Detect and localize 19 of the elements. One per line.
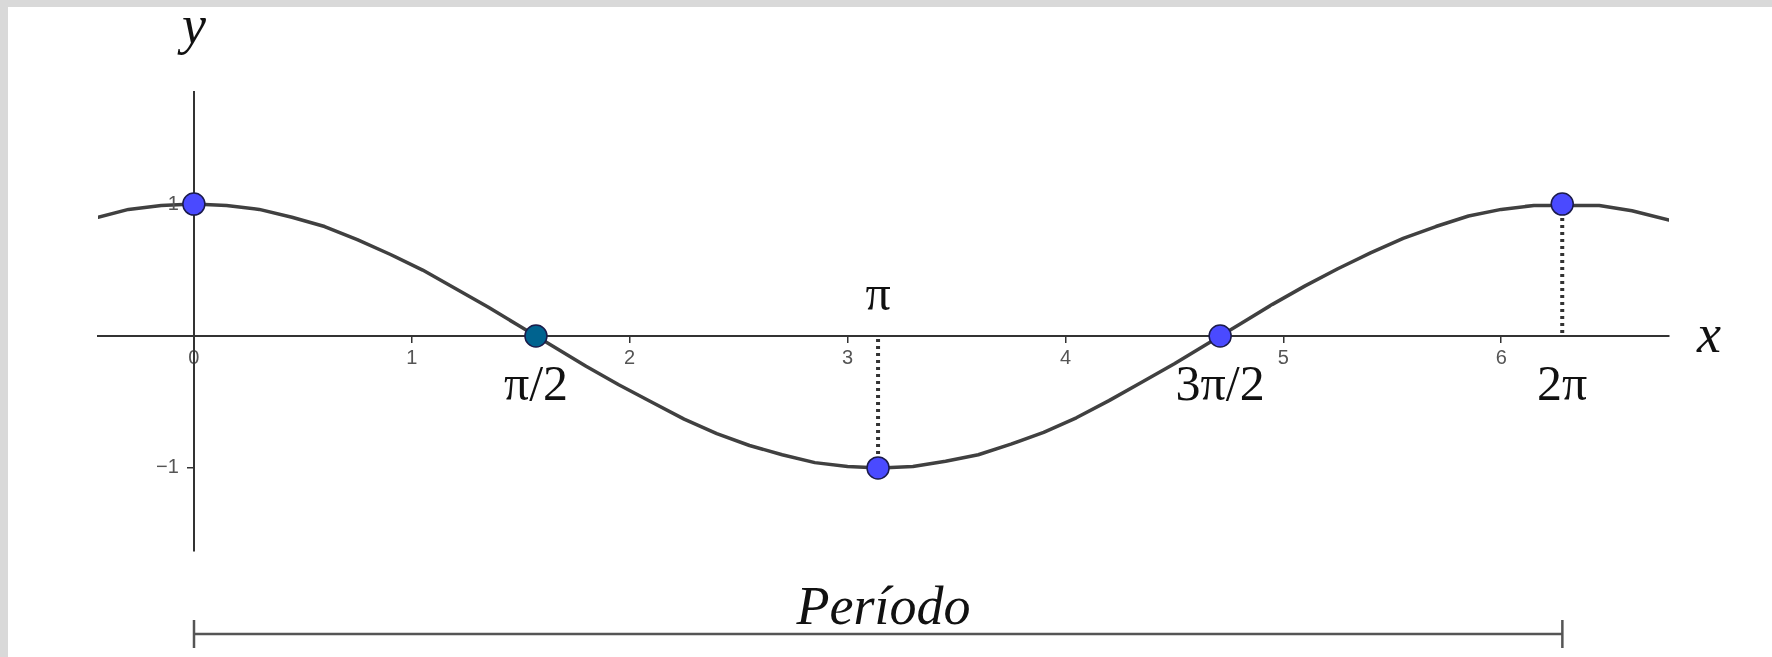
annotation: 2π [1537,355,1588,412]
point [866,456,890,480]
point [1550,192,1574,216]
point [182,192,206,216]
annotation: π/2 [503,355,569,412]
y-tick-label: −1 [156,455,179,478]
text: Período [795,576,971,636]
point [1208,324,1232,348]
x-axis-title: x [1696,304,1721,365]
x-tick-label: 1 [406,345,418,368]
x-tick-label: 4 [1059,345,1071,368]
x-tick-label: 5 [1277,345,1289,368]
y-axis-title: y [176,0,206,55]
point [524,324,548,348]
x-tick-label: 3 [841,345,854,368]
annotation: 3π/2 [1175,355,1265,412]
annotation: π [865,265,891,322]
x-tick-label: 6 [1495,345,1507,368]
x-tick-label: 2 [624,345,636,368]
